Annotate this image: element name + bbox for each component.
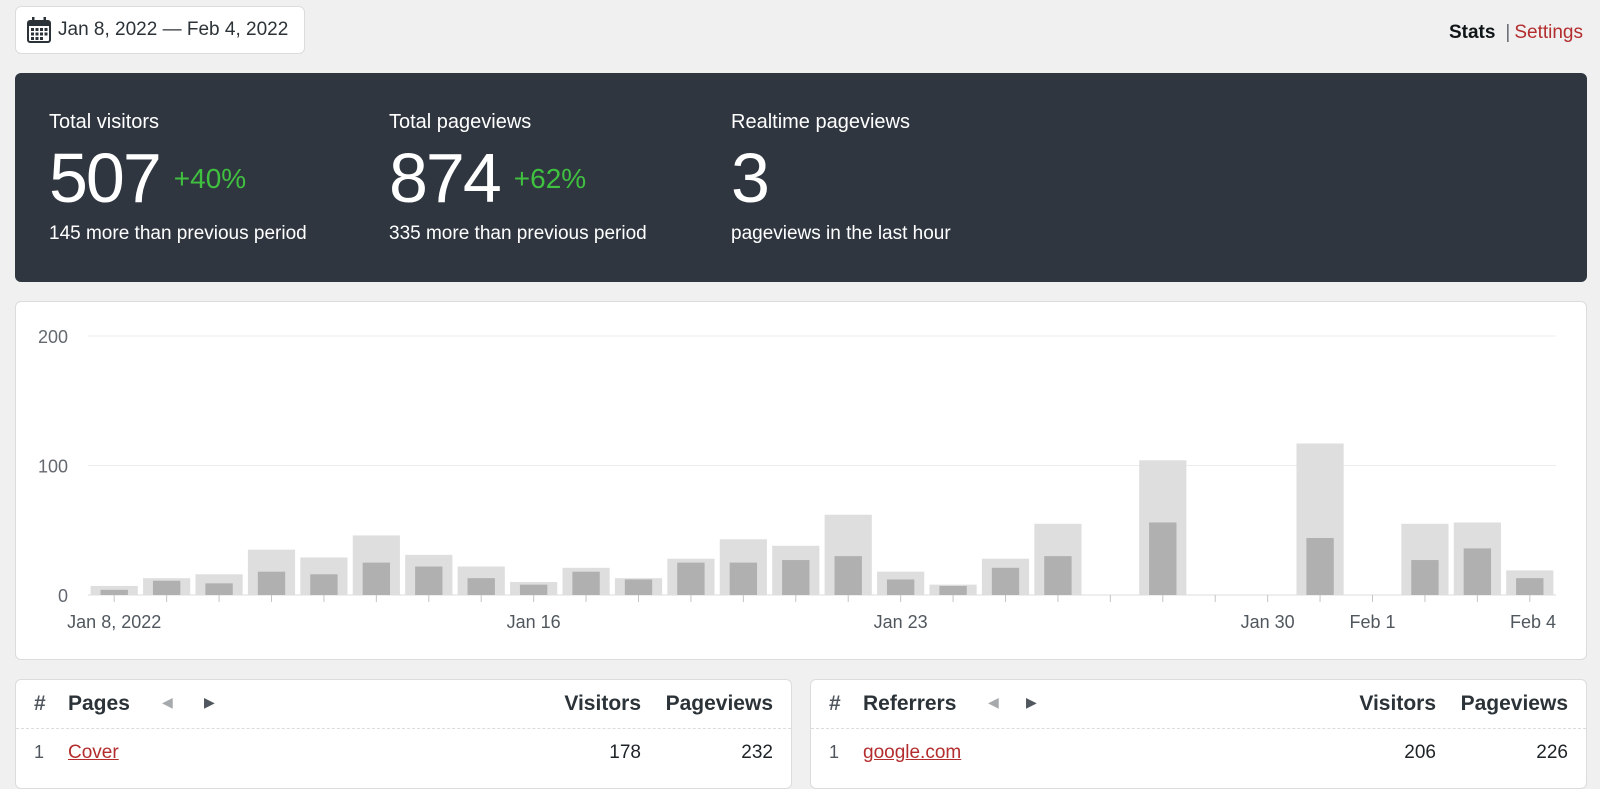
visitors-bar [1044, 556, 1072, 595]
visitors-bar [624, 579, 653, 595]
column-pageviews: Pageviews [1460, 692, 1568, 715]
previous-page-arrow-icon[interactable]: ◀ [988, 694, 999, 710]
visitors-bar [729, 562, 758, 595]
table-row: 1 Cover 178 232 [16, 729, 791, 777]
visitors-bar [1463, 548, 1492, 595]
pages-table: # Pages ◀ ▶ Visitors Pageviews 1 Cover 1… [15, 679, 792, 789]
metric-value: 874 +62% [389, 137, 586, 220]
metric-label: Total pageviews [389, 111, 532, 133]
calendar-icon [27, 17, 51, 43]
metric-subtext: pageviews in the last hour [731, 223, 951, 244]
visitors-bar [782, 560, 810, 595]
visitors-bar [1411, 560, 1439, 595]
metric-value: 507 +40% [49, 137, 246, 220]
visitors-bar [310, 574, 338, 595]
summary-panel: Total visitors 507 +40% 145 more than pre… [15, 73, 1587, 282]
x-tick-label: Jan 30 [1241, 612, 1295, 632]
visitors-bar [519, 584, 548, 595]
visitors-bar [362, 562, 391, 595]
pages-table-header: # Pages ◀ ▶ Visitors Pageviews [16, 680, 791, 729]
visitors-bar [834, 556, 862, 595]
visitors-bar [572, 571, 600, 595]
y-tick-label: 200 [38, 327, 68, 347]
next-page-arrow-icon[interactable]: ▶ [204, 694, 215, 710]
column-rank: # [829, 692, 841, 715]
column-rank: # [34, 692, 46, 715]
visitors-bar [939, 585, 967, 595]
x-tick-label: Feb 4 [1510, 612, 1556, 632]
visitors-bar [1516, 578, 1544, 595]
x-tick-label: Jan 23 [874, 612, 928, 632]
column-pageviews: Pageviews [665, 692, 773, 715]
referrers-table: # Referrers ◀ ▶ Visitors Pageviews 1 goo… [810, 679, 1587, 789]
metric-number: 3 [731, 139, 770, 217]
referrers-table-title: Referrers [863, 692, 957, 715]
metric-number: 507 [49, 139, 162, 217]
nav-settings-link[interactable]: Settings [1514, 22, 1583, 43]
date-range-label: Jan 8, 2022 — Feb 4, 2022 [58, 19, 289, 40]
metric-subtext: 145 more than previous period [49, 223, 307, 244]
column-visitors: Visitors [564, 692, 641, 715]
x-tick-label: Feb 1 [1349, 612, 1395, 632]
x-tick-label: Jan 8, 2022 [67, 612, 161, 632]
x-tick-label: Jan 16 [507, 612, 561, 632]
nav-separator: | [1505, 22, 1511, 43]
visitors-bar [205, 583, 233, 595]
row-rank: 1 [34, 742, 45, 762]
metric-label: Total visitors [49, 111, 160, 133]
pages-table-title: Pages [68, 692, 130, 715]
page-link[interactable]: Cover [68, 742, 119, 763]
row-pageviews: 226 [1536, 742, 1568, 763]
metric-label: Realtime pageviews [731, 111, 910, 133]
table-row: 1 google.com 206 226 [811, 729, 1586, 777]
metric-change: +40% [173, 163, 247, 194]
previous-page-arrow-icon[interactable]: ◀ [162, 694, 173, 710]
visitors-bar [1149, 522, 1177, 595]
metric-change: +62% [513, 163, 587, 194]
visitors-bar [1306, 538, 1334, 595]
row-rank: 1 [829, 742, 840, 762]
row-visitors: 206 [1404, 742, 1436, 763]
row-visitors: 178 [609, 742, 641, 763]
visitors-bar [886, 579, 915, 595]
visitors-bar [415, 566, 443, 595]
nav-stats[interactable]: Stats [1448, 22, 1496, 43]
chart-canvas: 0 100 200 Jan 8, 2022 Jan 16 Jan 23 Jan 30 Feb … [38, 327, 1556, 632]
visitors-bar [100, 589, 128, 595]
y-tick-label: 100 [38, 457, 68, 477]
next-page-arrow-icon[interactable]: ▶ [1026, 694, 1037, 710]
column-visitors: Visitors [1359, 692, 1436, 715]
visitors-bar [467, 578, 495, 595]
metric-number: 874 [389, 139, 502, 217]
referrer-link[interactable]: google.com [863, 742, 962, 763]
referrers-table-header: # Referrers ◀ ▶ Visitors Pageviews [811, 680, 1586, 729]
date-range-picker[interactable]: Jan 8, 2022 — Feb 4, 2022 [15, 6, 305, 54]
metric-subtext: 335 more than previous period [389, 223, 647, 244]
visitors-bar [991, 567, 1020, 595]
visitors-bar [677, 562, 705, 595]
visitors-bar [257, 571, 286, 595]
y-tick-label: 0 [58, 586, 68, 606]
metric-value: 3 [731, 137, 770, 219]
row-pageviews: 232 [741, 742, 773, 763]
visits-chart: 0 100 200 Jan 8, 2022 Jan 16 Jan 23 Jan 30 Feb … [15, 301, 1587, 660]
visitors-bar [152, 580, 181, 595]
top-nav: Stats | Settings [1449, 22, 1583, 44]
